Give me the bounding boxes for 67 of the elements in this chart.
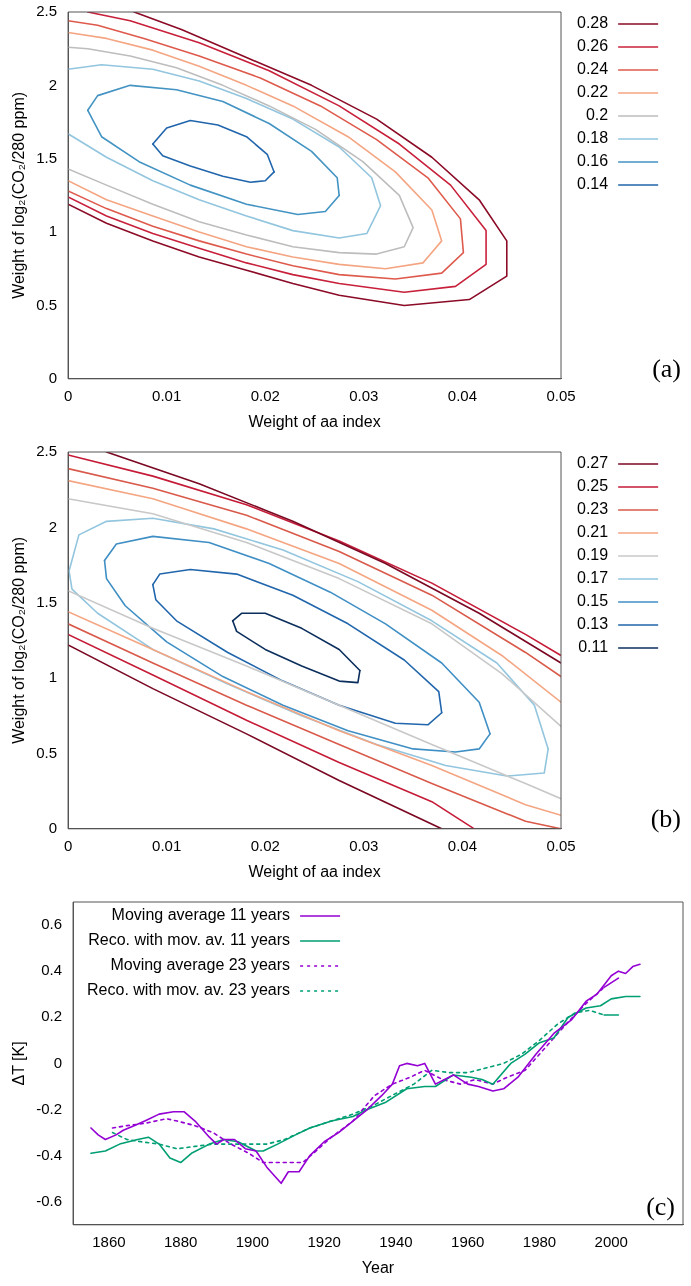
legend-label: 0.11 [578,638,609,656]
legend-label: 0.17 [577,569,609,587]
y-tick-label: 2 [48,75,58,93]
y-tick-label: 1.5 [36,148,58,166]
y-tick-label: 0 [48,368,58,386]
x-axis-title: Weight of aa index [248,412,381,430]
y-tick-label: 1 [48,668,58,686]
legend-label: 0.2 [585,106,609,124]
legend-label: 0.25 [577,477,609,495]
y-tick-label: 2 [48,517,58,535]
legend-label: Moving average 11 years [111,906,291,924]
y-tick-label: 0.4 [41,961,63,979]
x-tick-label: 1920 [307,1232,341,1250]
y-tick-label: 0.6 [41,915,63,933]
y-tick-label: 0.5 [36,295,58,313]
y-tick-label: 0 [48,818,58,836]
text: (b) [650,803,681,833]
y-tick-label: 1.5 [36,592,58,610]
x-tick-label: 0.01 [152,386,182,404]
legend-label: 0.21 [577,523,609,541]
legend-label: 0.27 [577,454,609,472]
x-axis-title: Year [361,1258,395,1276]
y-axis-title: Weight of log₂(CO₂/280 ppm) [10,91,28,299]
x-tick-label: 0.02 [250,836,280,854]
y-tick-label: 0 [53,1053,63,1071]
legend-label: 0.15 [577,592,609,610]
x-tick-label: 1960 [451,1232,485,1250]
y-tick-label: 2.5 [36,442,58,460]
legend-label: 0.22 [577,83,609,101]
y-tick-label: 0.5 [36,743,58,761]
legend-label: 0.13 [577,615,609,633]
annotation: (c) [646,1191,675,1221]
x-tick-label: 0.02 [250,386,280,404]
y-tick-label: -0.2 [36,1099,63,1117]
x-tick-label: 1860 [92,1232,126,1250]
x-axis-title: Weight of aa index [248,862,381,880]
y-tick-label: 2.5 [36,2,58,20]
legend-label: 0.26 [577,37,609,55]
text: (a) [652,353,681,383]
y-tick-label: -0.4 [36,1145,63,1163]
y-tick-label: 0.2 [41,1007,63,1025]
legend-label: 0.19 [577,546,609,564]
x-tick-label: 0.05 [546,836,576,854]
x-tick-label: 0.01 [152,836,182,854]
x-tick-label: 0.03 [349,836,379,854]
y-tick-label: -0.6 [36,1191,63,1209]
x-tick-label: 1980 [522,1232,557,1250]
y-axis-title: Weight of log₂(CO₂/280 ppm) [10,536,28,744]
x-tick-label: 1940 [379,1232,413,1250]
x-tick-label: 2000 [594,1232,628,1250]
x-tick-label: 0.04 [447,386,478,404]
y-axis-title: ΔT [K] [10,1041,28,1086]
x-tick-label: 0.05 [546,386,576,404]
legend-label: Reco. with mov. av. 23 years [87,981,291,999]
legend-label: 0.14 [577,175,609,193]
x-tick-label: 1900 [235,1232,270,1250]
legend-label: 0.28 [577,14,609,32]
legend-label: 0.16 [577,152,609,170]
legend-label: Moving average 23 years [110,956,291,974]
legend-label: 0.23 [577,500,609,518]
x-tick-label: 0.04 [447,836,478,854]
y-tick-label: 1 [48,222,58,240]
legend-label: 0.18 [577,129,609,147]
x-tick-label: 0.03 [349,386,379,404]
legend-label: 0.24 [577,60,609,78]
x-tick-label: 1880 [164,1232,198,1250]
legend-label: Reco. with mov. av. 11 years [88,931,291,949]
